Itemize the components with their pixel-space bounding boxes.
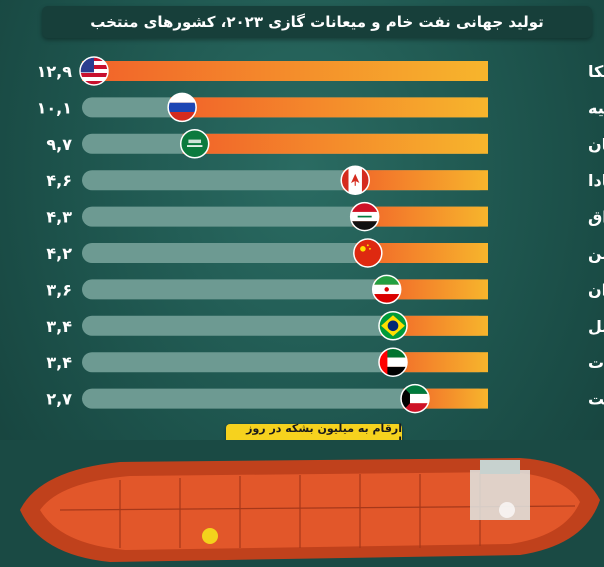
bar xyxy=(343,170,488,191)
bar-chart: آمریکا ۱۲,۹ روسیه ۱۰,۱ عربستان ۹,۷ کانادا ۴,۶ عر… xyxy=(37,56,604,414)
iran-flag xyxy=(372,275,401,304)
uae-flag-ring xyxy=(378,347,408,377)
canada-flag xyxy=(341,166,370,195)
bar xyxy=(82,61,488,81)
category-label: برزیل xyxy=(588,317,604,336)
category-label: چین xyxy=(588,244,604,264)
bar xyxy=(380,315,488,336)
value-label: ۴,۲ xyxy=(46,244,72,263)
category-label: عراق xyxy=(588,208,604,227)
bar xyxy=(182,133,488,154)
category-label: روسیه xyxy=(588,98,604,117)
category-label: امارات xyxy=(588,353,604,372)
saudi-flag-ring xyxy=(179,129,210,159)
bar xyxy=(355,243,488,263)
value-label: ۳,۴ xyxy=(46,353,72,372)
bar xyxy=(352,206,488,227)
saudi-flag xyxy=(180,129,209,158)
kuwait-flag-ring xyxy=(400,383,430,414)
russia-flag xyxy=(168,93,197,122)
value-label: ۳,۴ xyxy=(46,317,72,336)
bar xyxy=(380,352,488,373)
value-label: ۱۲,۹ xyxy=(37,62,73,81)
value-label: ۴,۳ xyxy=(46,208,72,227)
category-label: آمریکا xyxy=(588,61,604,81)
iran-flag-ring xyxy=(371,274,402,305)
russia-flag-ring xyxy=(167,92,197,123)
china-flag xyxy=(353,239,382,267)
value-label: ۳,۶ xyxy=(46,280,72,299)
category-label: کویت xyxy=(588,390,604,409)
canada-flag-ring xyxy=(340,165,370,195)
uae-flag xyxy=(378,348,407,377)
bar xyxy=(374,279,488,300)
value-label: ۱۰,۱ xyxy=(37,98,72,117)
title-bar: تولید جهانی نفت خام و میعانات گازی ۲۰۲۳،… xyxy=(42,6,592,38)
value-label: ۲,۷ xyxy=(46,390,72,409)
bar xyxy=(170,97,488,118)
china-flag-ring xyxy=(353,238,383,268)
brazil-flag xyxy=(378,311,407,340)
chart-title: تولید جهانی نفت خام و میعانات گازی ۲۰۲۳،… xyxy=(90,13,544,31)
iraq-flag-ring xyxy=(349,201,380,232)
tanker-ship-illustration xyxy=(0,440,604,567)
category-label: کانادا xyxy=(588,171,604,190)
value-label: ۴,۶ xyxy=(46,171,72,190)
category-label: ایران xyxy=(588,280,604,299)
usa-flag-ring xyxy=(79,56,109,86)
bar-track xyxy=(82,388,488,409)
brazil-flag-ring xyxy=(378,311,408,341)
value-label: ۹,۷ xyxy=(46,135,72,154)
category-label: عربستان xyxy=(588,135,604,154)
iraq-flag xyxy=(350,202,379,231)
